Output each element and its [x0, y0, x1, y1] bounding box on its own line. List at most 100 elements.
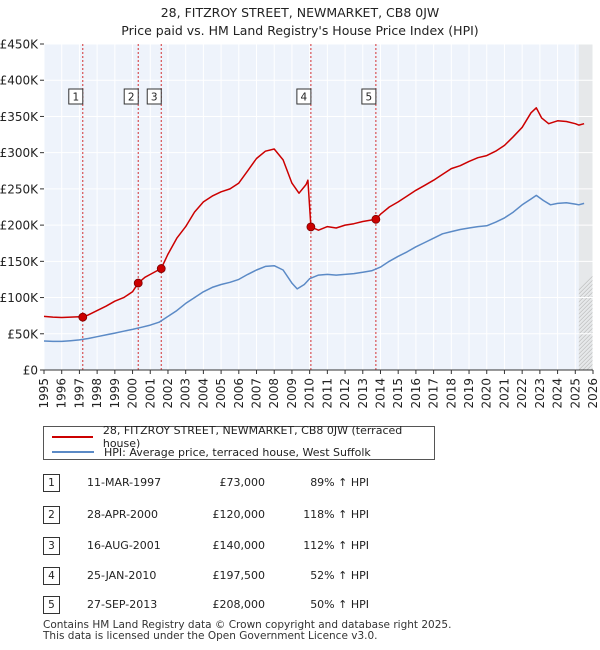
x-tick-label: 1995 [37, 378, 51, 409]
sale-label-number: 4 [301, 92, 308, 104]
sale-hpi-change: 118% ↑ HPI [303, 508, 369, 521]
x-tick-label: 2013 [356, 378, 370, 409]
x-tick-label: 1998 [90, 378, 104, 409]
y-tick-label: £450K [0, 38, 39, 52]
x-tick-label: 2011 [320, 378, 334, 409]
chart-title: 28, FITZROY STREET, NEWMARKET, CB8 0JW P… [0, 4, 600, 40]
x-tick-label: 2015 [391, 378, 405, 409]
legend: 28, FITZROY STREET, NEWMARKET, CB8 0JW (… [43, 424, 435, 460]
footer-line-1: Contains HM Land Registry data © Crown c… [43, 619, 452, 631]
sale-label-box [296, 88, 312, 105]
forecast-hatch-line [578, 307, 594, 323]
sale-date: 11-MAR-1997 [87, 476, 162, 489]
table-row: 1 11-MAR-1997 £73,000 89% ↑ HPI [43, 474, 583, 494]
x-tick-label: 1999 [108, 378, 122, 409]
sale-date: 25-JAN-2010 [87, 569, 157, 582]
sale-date: 16-AUG-2001 [87, 539, 161, 552]
x-tick-label: 2008 [267, 378, 281, 409]
x-tick-label: 1997 [72, 378, 86, 409]
legend-swatch-property [52, 436, 93, 438]
x-tick-label: 2025 [568, 378, 582, 409]
sale-label-number: 5 [366, 92, 373, 104]
legend-swatch-hpi [52, 451, 94, 453]
hpi-series-line [43, 194, 585, 343]
y-tick-label: £50K [7, 327, 39, 341]
x-tick-label: 2004 [196, 378, 210, 409]
sale-number-badge: 1 [43, 474, 60, 492]
forecast-hatch-line [578, 311, 594, 327]
sale-hpi-change: 52% ↑ HPI [310, 569, 369, 582]
sale-label-box [146, 88, 162, 105]
forecast-hatch-line [595, 44, 600, 370]
table-row: 4 25-JAN-2010 £197,500 52% ↑ HPI [43, 567, 583, 587]
sale-point [156, 264, 166, 273]
table-row: 3 16-AUG-2001 £140,000 112% ↑ HPI [43, 537, 583, 557]
x-tick-label: 2009 [285, 378, 299, 409]
property-series-line [43, 107, 585, 319]
x-tick-label: 2016 [409, 378, 423, 409]
sale-date: 28-APR-2000 [87, 508, 159, 521]
x-tick-label: 2000 [126, 378, 140, 409]
sale-point [78, 312, 88, 322]
sale-hpi-change: 89% ↑ HPI [310, 476, 369, 489]
y-tick-label: £350K [0, 110, 39, 124]
forecast-hatch-line [578, 303, 594, 319]
y-tick-label: £200K [0, 219, 39, 233]
x-tick-label: 2005 [214, 378, 228, 409]
legend-item-property: 28, FITZROY STREET, NEWMARKET, CB8 0JW (… [52, 424, 434, 450]
sale-price: £197,500 [212, 569, 266, 582]
y-tick-label: £150K [0, 255, 39, 269]
y-tick-label: £300K [0, 146, 39, 160]
price-chart: 1 2 3 4 5 £0 £50K £100K £150K £200K £250K £300K £35… [0, 38, 600, 409]
x-tick-label: 2002 [161, 378, 175, 409]
sale-point [306, 222, 316, 232]
x-tick-label: 2024 [551, 378, 565, 409]
sale-point [133, 278, 143, 288]
sale-date: 27-SEP-2013 [87, 598, 158, 611]
y-tick-label: £250K [0, 182, 39, 196]
x-tick-label: 2012 [338, 378, 352, 409]
x-tick-label: 2006 [232, 378, 246, 409]
x-tick-label: 2010 [303, 378, 317, 409]
sale-label-box [361, 88, 377, 105]
x-tick-label: 2017 [427, 378, 441, 409]
table-row: 5 27-SEP-2013 £208,000 50% ↑ HPI [43, 596, 583, 616]
x-tick-label: 2014 [373, 378, 387, 409]
x-tick-label: 2019 [462, 378, 476, 409]
sale-hpi-change: 50% ↑ HPI [310, 598, 369, 611]
sale-hpi-change: 112% ↑ HPI [303, 539, 369, 552]
sale-label-box [68, 88, 84, 105]
footer-notice: Contains HM Land Registry data © Crown c… [43, 620, 451, 642]
sale-number-badge: 2 [43, 506, 60, 524]
legend-label-property: 28, FITZROY STREET, NEWMARKET, CB8 0JW (… [102, 424, 403, 450]
sale-price: £140,000 [212, 539, 266, 552]
sale-number-badge: 4 [43, 567, 60, 585]
legend-item-hpi: HPI: Average price, terraced house, West… [52, 444, 371, 460]
x-tick-label: 2020 [480, 378, 494, 409]
legend-label-hpi: HPI: Average price, terraced house, West… [104, 445, 371, 459]
footer-line-2: This data is licensed under the Open Gov… [43, 630, 378, 642]
sale-price: £208,000 [212, 598, 266, 611]
x-tick-label: 2003 [179, 378, 193, 409]
sale-price: £73,000 [219, 476, 266, 489]
sale-number-badge: 5 [43, 596, 60, 614]
x-tick-label: 2021 [497, 378, 511, 409]
x-tick-label: 2023 [533, 378, 547, 409]
table-row: 2 28-APR-2000 £120,000 118% ↑ HPI [43, 506, 583, 526]
sale-label-box [123, 88, 139, 105]
y-tick-label: £0 [23, 364, 38, 378]
sale-label-number: 1 [72, 92, 79, 104]
x-tick-label: 2026 [586, 378, 600, 409]
x-tick-label: 2022 [515, 378, 529, 409]
x-tick-label: 2007 [250, 378, 264, 409]
title-line-1: 28, FITZROY STREET, NEWMARKET, CB8 0JW [160, 5, 440, 20]
forecast-shade [578, 44, 593, 370]
title-line-2: Price paid vs. HM Land Registry's House … [121, 23, 479, 38]
x-tick-label: 2001 [143, 378, 157, 409]
sale-point [371, 214, 381, 224]
sale-number-badge: 3 [43, 537, 60, 555]
sale-label-number: 3 [151, 92, 158, 104]
y-tick-label: £100K [0, 291, 39, 305]
sale-label-number: 2 [128, 92, 135, 104]
x-tick-label: 2018 [444, 378, 458, 409]
